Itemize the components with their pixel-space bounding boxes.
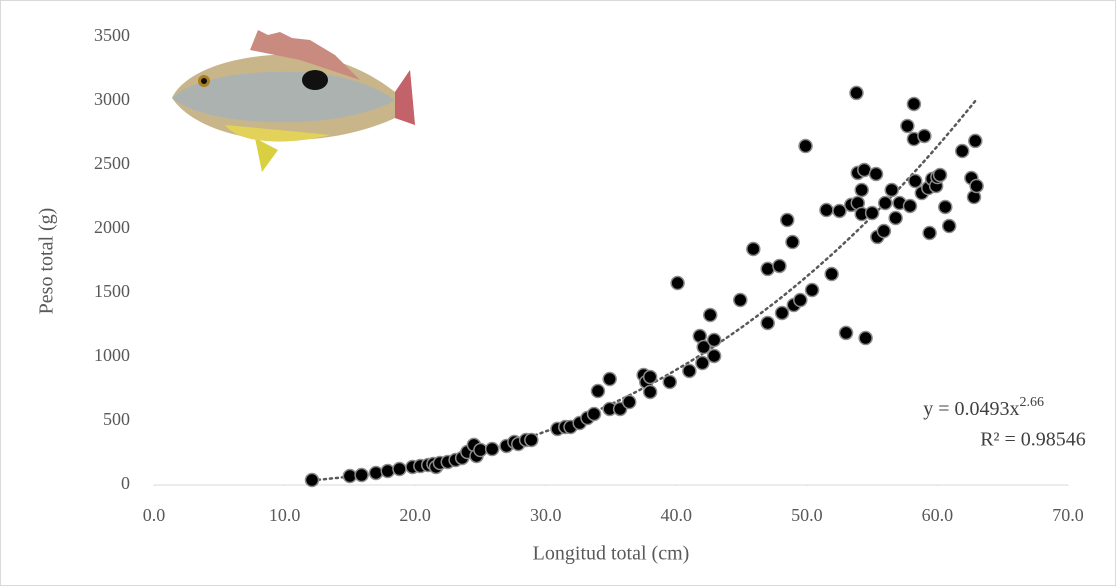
y-tick-label: 2000 bbox=[94, 217, 130, 237]
data-point bbox=[858, 330, 873, 346]
data-point bbox=[938, 199, 953, 215]
data-point bbox=[877, 195, 893, 211]
x-tick-label: 10.0 bbox=[269, 505, 301, 525]
data-point bbox=[662, 374, 678, 390]
equation-exponent: 2.66 bbox=[1020, 395, 1045, 410]
data-point bbox=[473, 442, 488, 458]
data-point bbox=[824, 266, 839, 282]
data-point bbox=[832, 203, 847, 219]
data-point bbox=[772, 258, 787, 274]
data-point bbox=[798, 138, 813, 154]
x-tick-label: 30.0 bbox=[530, 505, 562, 525]
data-point bbox=[304, 472, 320, 488]
data-point bbox=[876, 223, 892, 239]
x-tick-label: 60.0 bbox=[922, 505, 954, 525]
data-point bbox=[917, 128, 932, 144]
x-tick-label: 40.0 bbox=[661, 505, 693, 525]
y-tick-label: 1000 bbox=[94, 345, 130, 365]
y-tick-label: 500 bbox=[103, 409, 130, 429]
data-point bbox=[804, 282, 820, 298]
data-point bbox=[969, 178, 984, 194]
data-point bbox=[838, 325, 854, 341]
data-point bbox=[785, 234, 800, 250]
data-point bbox=[695, 355, 710, 371]
data-point bbox=[922, 225, 937, 241]
data-point bbox=[354, 467, 369, 483]
data-point bbox=[733, 292, 748, 308]
data-point bbox=[642, 384, 658, 400]
data-point bbox=[368, 465, 384, 481]
y-tick-label: 1500 bbox=[94, 281, 130, 301]
data-point bbox=[746, 241, 761, 257]
y-tick-label: 3000 bbox=[94, 89, 130, 109]
data-point bbox=[907, 173, 923, 189]
equation-text: y = 0.0493x bbox=[923, 398, 1019, 420]
data-point bbox=[524, 432, 539, 448]
data-point bbox=[793, 292, 808, 308]
data-point bbox=[849, 85, 864, 101]
data-point bbox=[888, 210, 903, 226]
y-tick-label: 0 bbox=[121, 473, 130, 493]
x-tick-label: 20.0 bbox=[399, 505, 431, 525]
data-point bbox=[622, 394, 637, 410]
data-point bbox=[868, 166, 884, 182]
data-point bbox=[586, 406, 602, 422]
data-point bbox=[854, 182, 869, 198]
y-axis-title: Peso total (g) bbox=[36, 208, 58, 315]
x-tick-label: 70.0 bbox=[1052, 505, 1084, 525]
data-point bbox=[819, 202, 834, 218]
data-point bbox=[706, 348, 722, 364]
data-point bbox=[864, 205, 880, 221]
data-point bbox=[902, 198, 918, 214]
data-point bbox=[954, 143, 970, 159]
data-point bbox=[696, 339, 711, 355]
trend-equation: y = 0.0493x2.66 bbox=[923, 395, 1044, 419]
y-tick-label: 3500 bbox=[94, 25, 130, 45]
data-point bbox=[884, 182, 899, 198]
data-point bbox=[484, 441, 500, 457]
data-point bbox=[760, 315, 775, 331]
data-point bbox=[906, 96, 922, 112]
data-point bbox=[780, 212, 795, 228]
data-point bbox=[941, 218, 957, 234]
data-point bbox=[760, 261, 775, 277]
data-point bbox=[642, 369, 658, 385]
data-point bbox=[342, 468, 358, 484]
data-point bbox=[602, 371, 617, 387]
data-point bbox=[932, 167, 948, 183]
x-axis-title: Longitud total (cm) bbox=[533, 543, 690, 565]
data-point bbox=[392, 461, 407, 477]
data-point bbox=[380, 463, 395, 479]
data-point bbox=[682, 363, 697, 379]
data-point bbox=[968, 133, 983, 149]
data-point bbox=[900, 118, 915, 134]
data-point bbox=[590, 383, 606, 399]
y-tick-label: 2500 bbox=[94, 153, 130, 173]
x-tick-label: 50.0 bbox=[791, 505, 823, 525]
x-tick-label: 0.0 bbox=[143, 505, 166, 525]
fish-image bbox=[172, 30, 415, 172]
data-point bbox=[774, 305, 790, 321]
data-point bbox=[670, 275, 685, 291]
data-point bbox=[706, 332, 722, 348]
r2-label: R² = 0.98546 bbox=[980, 429, 1086, 451]
data-point bbox=[702, 307, 718, 323]
